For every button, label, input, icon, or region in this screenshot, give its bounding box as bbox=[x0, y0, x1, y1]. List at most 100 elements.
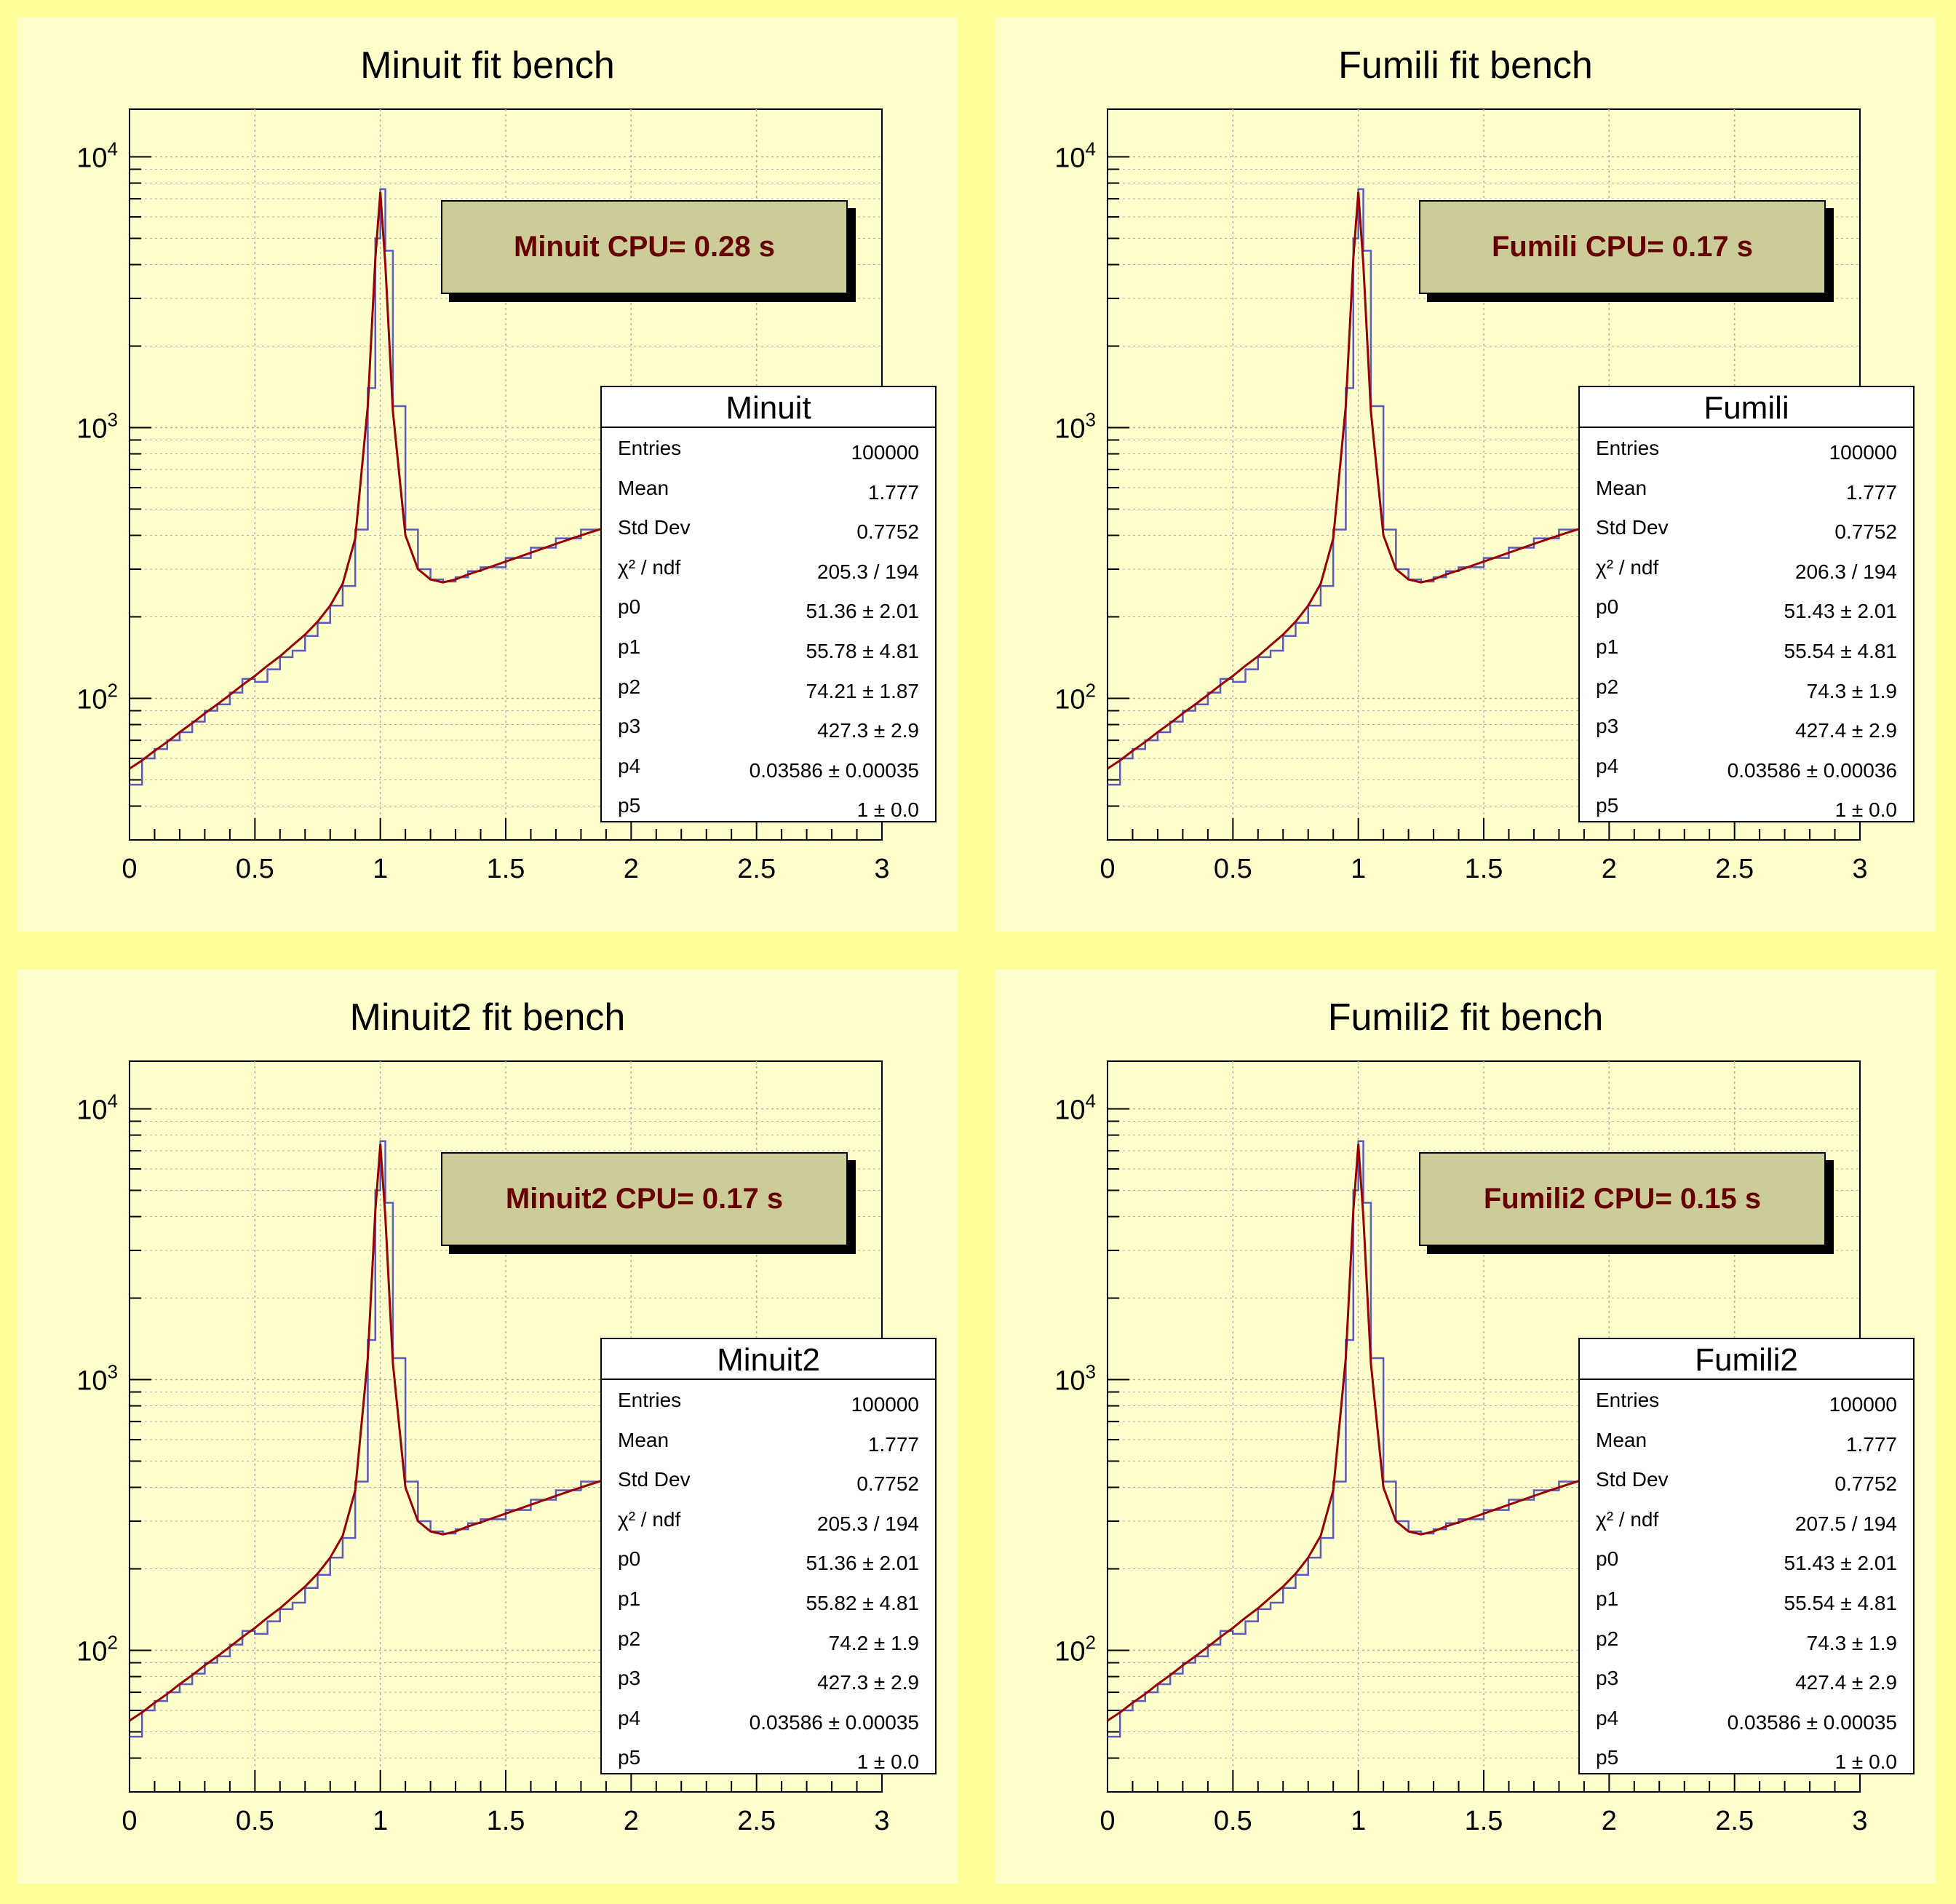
stats-row-value: 51.36 ± 2.01 bbox=[806, 600, 920, 623]
y-tick-base: 10 bbox=[1054, 1365, 1085, 1396]
y-tick-exp: 3 bbox=[1086, 408, 1096, 430]
stats-row-label: p3 bbox=[1596, 715, 1619, 738]
stats-row: Std Dev 0.7752 bbox=[1580, 1459, 1913, 1499]
stats-row-value: 0.03586 ± 0.00035 bbox=[749, 758, 919, 782]
stats-row-value: 1 ± 0.0 bbox=[856, 1750, 919, 1774]
cpu-time-label: Minuit2 CPU= 0.17 s bbox=[441, 1152, 848, 1246]
y-tick-exp: 3 bbox=[108, 1360, 118, 1382]
stats-row: χ² / ndf 205.3 / 194 bbox=[602, 547, 935, 587]
stats-row-value: 1.777 bbox=[867, 1432, 919, 1456]
stats-row-label: χ² / ndf bbox=[618, 1507, 681, 1531]
y-tick-exp: 2 bbox=[108, 679, 118, 701]
stats-box: Fumili Entries 100000 Mean 1.777 Std Dev 0.775… bbox=[1578, 386, 1915, 822]
x-tick-label: 1 bbox=[373, 854, 388, 884]
stats-row-value: 100000 bbox=[1829, 441, 1897, 464]
cpu-time-label: Minuit CPU= 0.28 s bbox=[441, 200, 848, 294]
stats-row-value: 0.03586 ± 0.00036 bbox=[1727, 758, 1897, 782]
x-tick-label: 2 bbox=[624, 1806, 639, 1836]
stats-row-label: p1 bbox=[1596, 1587, 1619, 1610]
stats-row-value: 100000 bbox=[851, 1393, 919, 1416]
series-fit-line bbox=[129, 192, 619, 770]
stats-row-value: 1.777 bbox=[1845, 480, 1897, 504]
stats-row-label: χ² / ndf bbox=[618, 555, 681, 579]
x-tick-label: 0 bbox=[122, 854, 137, 884]
y-tick-base: 10 bbox=[76, 1636, 107, 1667]
stats-row-label: p0 bbox=[1596, 595, 1619, 619]
chart-title: Minuit2 fit bench bbox=[349, 996, 626, 1039]
stats-row-value: 51.43 ± 2.01 bbox=[1784, 600, 1898, 623]
chart-title: Fumili2 fit bench bbox=[1327, 996, 1604, 1039]
stats-box: Fumili2 Entries 100000 Mean 1.777 Std Dev 0.77… bbox=[1578, 1338, 1915, 1774]
stats-row: Std Dev 0.7752 bbox=[1580, 507, 1913, 547]
x-tick-label: 0 bbox=[1100, 854, 1115, 884]
stats-row-value: 1 ± 0.0 bbox=[1834, 1750, 1897, 1774]
stats-row-label: Mean bbox=[618, 476, 669, 499]
stats-row-value: 74.3 ± 1.9 bbox=[1806, 1631, 1897, 1654]
stats-row: p0 51.43 ± 2.01 bbox=[1580, 587, 1913, 627]
x-tick-label: 1.5 bbox=[487, 1806, 525, 1836]
stats-row-value: 51.36 ± 2.01 bbox=[806, 1552, 920, 1575]
stats-row-label: Entries bbox=[1596, 437, 1660, 459]
stats-row-value: 1.777 bbox=[867, 480, 919, 504]
series-fit-line bbox=[1107, 1144, 1597, 1722]
y-tick-exp: 4 bbox=[1086, 1090, 1096, 1112]
y-tick-label: 104 bbox=[76, 1090, 118, 1126]
x-tick-label: 1 bbox=[373, 1806, 388, 1836]
stats-row: Mean 1.777 bbox=[1580, 468, 1913, 508]
stats-row: p1 55.54 ± 4.81 bbox=[1580, 627, 1913, 667]
y-tick-base: 10 bbox=[76, 1365, 107, 1396]
stats-row-label: Std Dev bbox=[1596, 1468, 1669, 1491]
stats-row-value: 0.03586 ± 0.00035 bbox=[749, 1710, 919, 1734]
stats-row: p1 55.54 ± 4.81 bbox=[1580, 1579, 1913, 1619]
y-tick-label: 102 bbox=[76, 679, 118, 715]
stats-row-value: 1 ± 0.0 bbox=[1834, 798, 1897, 822]
stats-row-value: 55.54 ± 4.81 bbox=[1784, 639, 1898, 662]
chart-pad: 0 0.5 1 1.5 2 2.5 3 102 103 104 Minuit fit bench Mi… bbox=[17, 17, 958, 932]
x-tick-label: 3 bbox=[874, 1806, 889, 1836]
stats-row: p2 74.2 ± 1.9 bbox=[602, 1619, 935, 1659]
stats-row-value: 205.3 / 194 bbox=[816, 560, 919, 583]
stats-row-value: 0.7752 bbox=[1834, 1472, 1897, 1496]
y-tick-label: 102 bbox=[1054, 679, 1096, 715]
stats-row-label: Std Dev bbox=[618, 1468, 691, 1491]
stats-row-value: 1.777 bbox=[1845, 1432, 1897, 1456]
stats-row-value: 74.3 ± 1.9 bbox=[1806, 679, 1897, 702]
stats-title: Fumili2 bbox=[1580, 1339, 1913, 1380]
y-tick-exp: 4 bbox=[1086, 138, 1096, 160]
stats-row-value: 427.3 ± 2.9 bbox=[817, 1671, 919, 1694]
stats-row: p4 0.03586 ± 0.00036 bbox=[1580, 746, 1913, 786]
x-tick-label: 0.5 bbox=[1214, 1806, 1252, 1836]
stats-row-label: p0 bbox=[1596, 1547, 1619, 1571]
stats-row: Mean 1.777 bbox=[1580, 1420, 1913, 1460]
y-tick-exp: 4 bbox=[108, 138, 118, 160]
stats-row: p2 74.3 ± 1.9 bbox=[1580, 1619, 1913, 1659]
x-tick-label: 2.5 bbox=[737, 1806, 776, 1836]
stats-row-label: p3 bbox=[618, 715, 641, 738]
x-tick-label: 2.5 bbox=[737, 854, 776, 884]
stats-row-label: p2 bbox=[618, 1627, 641, 1650]
x-tick-label: 1 bbox=[1351, 854, 1366, 884]
stats-row-label: p2 bbox=[618, 675, 641, 698]
stats-row: Std Dev 0.7752 bbox=[602, 507, 935, 547]
stats-row-value: 0.7752 bbox=[1834, 520, 1897, 544]
chart-title: Fumili fit bench bbox=[1338, 44, 1593, 87]
stats-row-label: p5 bbox=[618, 1746, 641, 1769]
stats-row: p4 0.03586 ± 0.00035 bbox=[1580, 1698, 1913, 1738]
stats-row-value: 0.7752 bbox=[856, 1472, 919, 1496]
stats-title: Fumili bbox=[1580, 387, 1913, 428]
stats-row-label: p3 bbox=[1596, 1667, 1619, 1690]
stats-row-label: Mean bbox=[1596, 1428, 1647, 1451]
y-tick-base: 10 bbox=[76, 684, 107, 715]
chart-pad: 0 0.5 1 1.5 2 2.5 3 102 103 104 Minuit2 fit bench M… bbox=[17, 969, 958, 1884]
stats-row: p4 0.03586 ± 0.00035 bbox=[602, 1698, 935, 1738]
stats-row: p3 427.3 ± 2.9 bbox=[602, 706, 935, 746]
chart-title: Minuit fit bench bbox=[360, 44, 615, 87]
stats-row-label: p1 bbox=[618, 635, 641, 658]
stats-row-label: Mean bbox=[618, 1428, 669, 1451]
y-tick-base: 10 bbox=[1054, 143, 1085, 174]
stats-row-label: p4 bbox=[618, 1706, 641, 1729]
stats-title: Minuit bbox=[602, 387, 935, 428]
y-tick-label: 104 bbox=[76, 138, 118, 174]
y-tick-label: 104 bbox=[1054, 1090, 1096, 1126]
